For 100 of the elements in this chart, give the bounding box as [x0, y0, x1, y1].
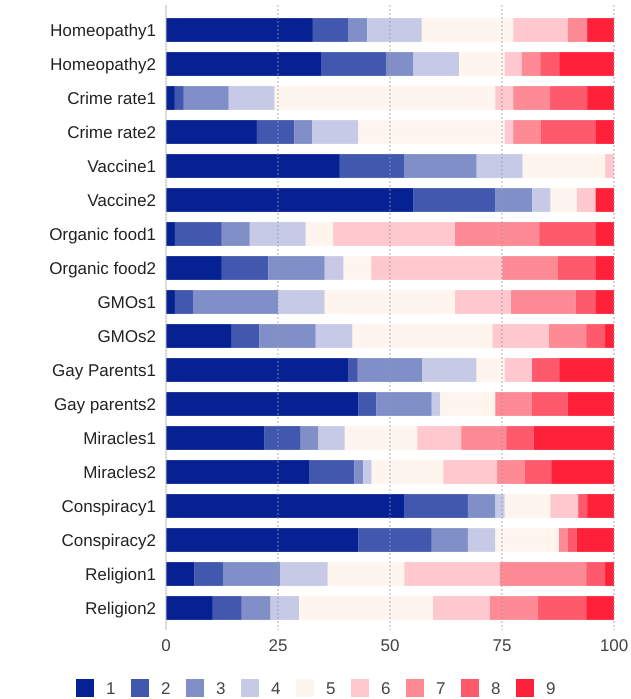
bar: [166, 52, 322, 76]
bar: [174, 222, 222, 246]
bar: [259, 324, 316, 348]
bar: [586, 596, 614, 620]
bar: [264, 426, 300, 450]
legend-label: 9: [546, 678, 556, 698]
x-tick-label: 50: [380, 636, 400, 655]
bar: [524, 460, 552, 484]
bar: [596, 290, 614, 314]
bar: [386, 52, 414, 76]
y-tick-label: Gay Parents1: [52, 360, 156, 380]
bar: [166, 154, 340, 178]
bar: [348, 358, 358, 382]
bar: [559, 52, 614, 76]
bar: [256, 120, 294, 144]
legend-label: 6: [381, 678, 390, 698]
y-tick-label: GMOs2: [97, 326, 156, 346]
bar: [193, 290, 278, 314]
bar: [568, 18, 588, 42]
bar: [540, 52, 560, 76]
y-tick-label: Vaccine2: [87, 190, 156, 210]
legend-label: 4: [271, 678, 280, 698]
bar: [166, 460, 310, 484]
bar: [358, 528, 432, 552]
bar: [222, 222, 250, 246]
bar: [550, 86, 588, 110]
y-tick-label: Gay parents2: [54, 394, 156, 414]
legend-label: 1: [106, 678, 116, 698]
bar: [422, 358, 476, 382]
bar: [596, 188, 614, 212]
bar: [596, 222, 614, 246]
bar: [495, 494, 505, 518]
bar: [492, 324, 550, 348]
bar: [312, 120, 358, 144]
bar: [596, 256, 614, 280]
bar: [432, 392, 440, 416]
y-tick-label: Conspiracy2: [62, 530, 156, 550]
bar: [549, 324, 586, 348]
bar: [490, 596, 538, 620]
bar: [461, 426, 506, 450]
bar: [166, 426, 264, 450]
bar: [454, 222, 540, 246]
bar: [578, 494, 588, 518]
bar: [568, 392, 614, 416]
bar: [274, 86, 496, 110]
bar: [504, 120, 514, 144]
bar: [522, 154, 606, 178]
bar: [268, 256, 325, 280]
x-tick-label: 75: [492, 636, 512, 655]
bar: [270, 596, 300, 620]
bar: [166, 392, 358, 416]
bar: [506, 426, 534, 450]
bar: [502, 256, 558, 280]
bar: [174, 290, 194, 314]
bar: [432, 528, 468, 552]
bar: [404, 562, 500, 586]
bar: [358, 120, 505, 144]
bar: [299, 596, 434, 620]
y-tick-label: Crime rate2: [67, 122, 156, 142]
y-tick-label: Religion1: [85, 564, 156, 584]
bar: [340, 154, 404, 178]
bar: [587, 86, 614, 110]
bar: [454, 290, 511, 314]
bar: [166, 290, 175, 314]
bar: [166, 86, 175, 110]
y-tick-label: Miracles1: [83, 428, 156, 448]
bar: [513, 18, 568, 42]
bar: [476, 358, 505, 382]
bar: [540, 120, 596, 144]
bar: [587, 18, 614, 42]
bar: [321, 52, 386, 76]
bar: [539, 222, 596, 246]
bar: [596, 120, 614, 144]
bar: [468, 494, 496, 518]
bar: [166, 120, 257, 144]
y-tick-label: Religion2: [85, 598, 156, 618]
bar: [476, 154, 523, 178]
bar: [166, 358, 348, 382]
bar: [278, 290, 325, 314]
bar: [510, 290, 576, 314]
bar: [559, 358, 614, 382]
bar: [495, 86, 514, 110]
legend-label: 7: [436, 678, 446, 698]
bar: [344, 426, 418, 450]
bar: [413, 188, 496, 212]
bar: [587, 494, 614, 518]
bar: [458, 52, 505, 76]
bar: [174, 86, 184, 110]
bar: [166, 188, 414, 212]
y-tick-label: Crime rate1: [67, 88, 156, 108]
bar: [550, 188, 577, 212]
bar: [324, 256, 344, 280]
y-tick-label: Vaccine1: [87, 156, 156, 176]
bar: [586, 324, 606, 348]
bar: [222, 256, 268, 280]
bar: [166, 596, 213, 620]
bar: [354, 460, 364, 484]
bar: [306, 222, 334, 246]
bar: [513, 86, 550, 110]
bar: [532, 188, 550, 212]
